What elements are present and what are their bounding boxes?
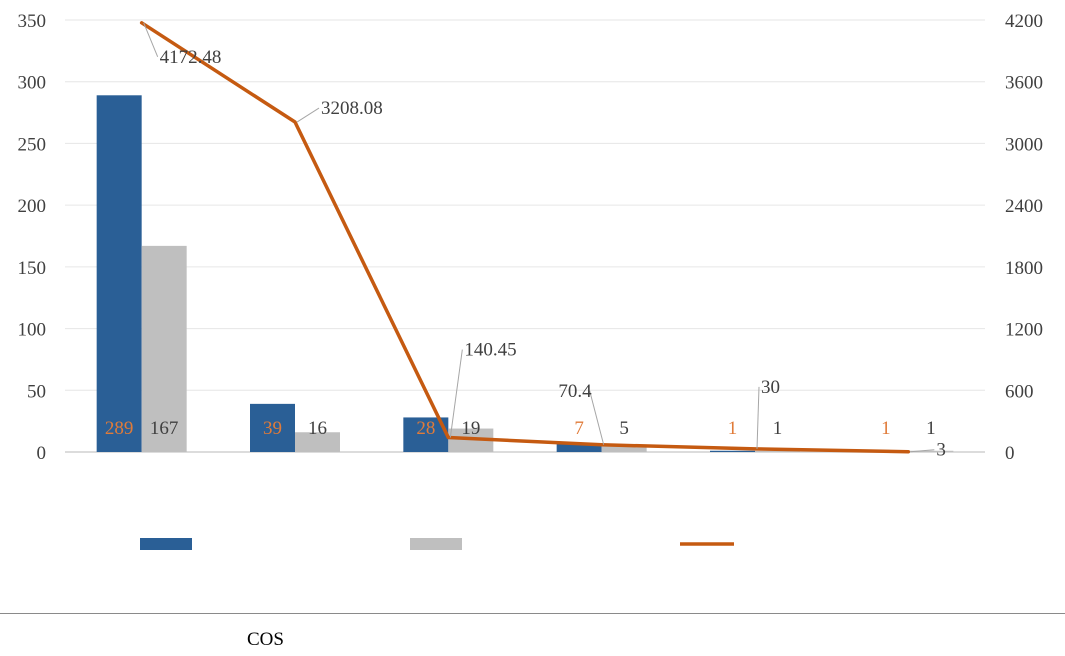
- bar: [908, 450, 954, 452]
- bar: [141, 245, 187, 452]
- y-left-tick-label: 150: [18, 258, 47, 279]
- bar: [295, 432, 340, 452]
- y-right-tick-label: 4200: [1005, 11, 1043, 32]
- y-right-tick-label: 2400: [1005, 196, 1043, 217]
- y-left-tick-label: 200: [18, 196, 47, 217]
- line-data-label: 140.45: [464, 340, 516, 361]
- leader-line: [589, 390, 605, 445]
- y-left-tick-label: 250: [18, 134, 47, 155]
- line-data-label: 3208.08: [321, 98, 383, 119]
- y-right-tick-label: 3600: [1005, 73, 1043, 94]
- y-right-tick-label: 600: [1005, 381, 1034, 402]
- bar-data-label: 1: [728, 418, 738, 439]
- bar-data-label: 19: [461, 418, 480, 439]
- bar: [96, 95, 142, 452]
- bar: [710, 450, 755, 452]
- bar-data-label: 5: [619, 418, 629, 439]
- bar-data-label: 39: [263, 418, 282, 439]
- bar: [601, 445, 647, 452]
- bar-data-label: 28: [416, 418, 435, 439]
- leader-line: [296, 107, 320, 123]
- footer-text: COS: [247, 629, 284, 650]
- line-data-label: 4172.48: [160, 47, 222, 68]
- divider: [0, 613, 1065, 614]
- y-left-tick-label: 0: [37, 443, 47, 464]
- y-left-tick-label: 50: [27, 381, 46, 402]
- y-right-tick-label: 0: [1005, 443, 1015, 464]
- bar-data-label: 1: [926, 418, 936, 439]
- leader-line: [143, 22, 159, 58]
- bar-data-label: 167: [150, 418, 179, 439]
- legend-swatch: [140, 538, 192, 550]
- y-right-tick-label: 1200: [1005, 320, 1043, 341]
- line-data-label: 30: [761, 377, 780, 398]
- y-right-tick-label: 3000: [1005, 134, 1043, 155]
- leader-line: [449, 349, 463, 438]
- y-left-tick-label: 350: [18, 11, 47, 32]
- line-data-label: 70.4: [558, 381, 592, 402]
- bar-data-label: 16: [308, 418, 327, 439]
- bar-data-label: 1: [773, 418, 783, 439]
- y-left-tick-label: 300: [18, 73, 47, 94]
- line-data-label: 3: [936, 440, 946, 461]
- y-left-tick-label: 100: [18, 320, 47, 341]
- leader-line: [756, 386, 760, 449]
- bar-data-label: 289: [105, 418, 134, 439]
- bar-data-label: 1: [881, 418, 891, 439]
- legend-swatch: [410, 538, 462, 550]
- combo-chart: 0 50 100 150 200 250 300 350 0 600 1200 1800 2400 300…: [18, 11, 1043, 550]
- y-right-tick-label: 1800: [1005, 258, 1043, 279]
- bar: [556, 443, 602, 452]
- leader-line: [910, 449, 935, 453]
- line-series: [139, 21, 911, 454]
- bar: [250, 403, 295, 452]
- bar: [755, 450, 800, 452]
- bar-data-label: 7: [574, 418, 584, 439]
